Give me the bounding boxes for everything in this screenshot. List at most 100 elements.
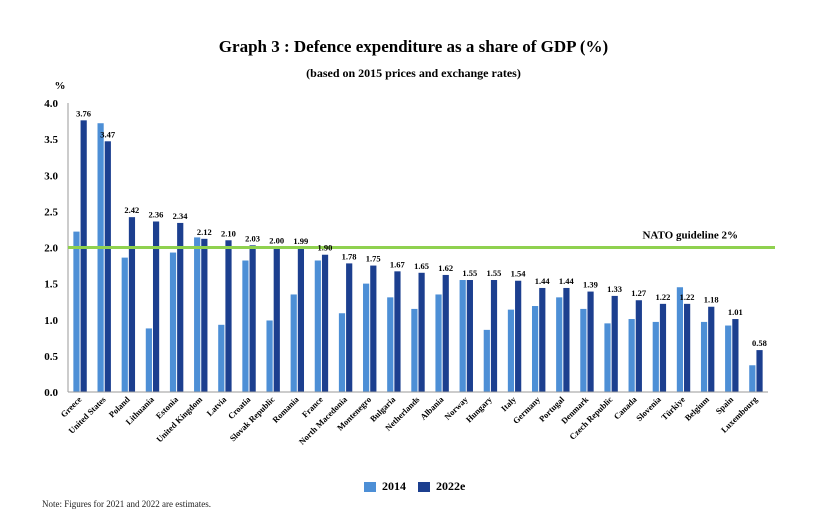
bar-2014 xyxy=(483,329,490,392)
data-label: 2.42 xyxy=(124,205,139,215)
footnote: Note: Figures for 2021 and 2022 are esti… xyxy=(42,499,211,509)
data-label: 1.78 xyxy=(342,251,357,261)
x-tick-label: Hungary xyxy=(464,394,495,425)
y-tick-label: 2.5 xyxy=(44,206,58,218)
data-label: 1.44 xyxy=(559,276,575,286)
bar-2022e xyxy=(80,120,87,392)
bar-2014 xyxy=(628,319,635,392)
bar-2022e xyxy=(490,280,498,392)
bar-2022e xyxy=(684,303,691,392)
bar-2022e xyxy=(732,319,739,392)
bar-2022e xyxy=(611,295,618,392)
bar-2014 xyxy=(145,328,152,392)
bar-2014 xyxy=(700,321,708,392)
y-tick-label: 0.0 xyxy=(44,387,58,399)
data-label: 2.12 xyxy=(197,227,212,237)
bar-2014 xyxy=(338,313,346,392)
x-tick-label: Czech Republic xyxy=(567,394,614,441)
data-label: 1.33 xyxy=(607,284,622,294)
bar-2014 xyxy=(531,306,539,392)
bar-2014 xyxy=(314,260,321,392)
bar-2022e xyxy=(659,303,667,392)
bar-2014 xyxy=(387,297,394,392)
bar-2022e xyxy=(635,300,642,392)
data-label: 1.18 xyxy=(704,295,719,305)
bar-2022e xyxy=(563,287,570,392)
bar-2014 xyxy=(459,280,466,392)
data-label: 1.39 xyxy=(583,280,598,290)
bar-2014 xyxy=(411,308,418,392)
bar-2014 xyxy=(242,260,249,392)
y-tick-label: 1.5 xyxy=(44,279,58,291)
bar-2022e xyxy=(177,222,184,392)
bar-2014 xyxy=(169,252,177,392)
y-tick-label: 0.5 xyxy=(44,351,58,363)
y-tick-label: 1.0 xyxy=(44,315,58,327)
bar-2014 xyxy=(121,257,128,392)
bar-2022e xyxy=(418,272,425,392)
y-axis-label: % xyxy=(55,80,66,92)
data-label: 1.55 xyxy=(486,268,501,278)
data-label: 1.67 xyxy=(390,259,406,269)
bar-2014 xyxy=(97,123,104,392)
data-label: 1.65 xyxy=(414,261,429,271)
bar-2022e xyxy=(394,271,401,392)
legend-label-2022e: 2022e xyxy=(436,479,466,493)
y-tick-label: 2.0 xyxy=(44,243,58,255)
x-tick-label: Slovenia xyxy=(634,394,663,423)
bar-2022e xyxy=(249,245,256,392)
legend-item-2014: 2014 xyxy=(364,479,406,494)
bar-2022e xyxy=(539,287,546,392)
bar-2022e xyxy=(515,280,522,392)
y-tick-label: 3.0 xyxy=(44,170,58,182)
x-tick-label: Spain xyxy=(713,394,735,416)
y-tick-label: 3.5 xyxy=(44,134,58,146)
data-label: 1.54 xyxy=(511,269,527,279)
x-tick-label: Türkiye xyxy=(659,394,687,422)
x-tick-label: Belgium xyxy=(683,394,711,422)
bar-2014 xyxy=(556,297,563,392)
bar-2014 xyxy=(435,294,442,392)
bar-2022e xyxy=(225,240,232,392)
data-label: 0.58 xyxy=(752,338,767,348)
bar-2014 xyxy=(73,231,80,392)
data-label: 2.34 xyxy=(173,211,189,221)
data-label: 1.27 xyxy=(631,288,647,298)
bar-2022e xyxy=(152,221,160,392)
bar-2022e xyxy=(321,254,329,392)
bar-2022e xyxy=(128,217,136,392)
bar-2022e xyxy=(273,247,280,392)
bar-2014 xyxy=(676,287,684,392)
data-label: 2.00 xyxy=(269,236,284,246)
data-label: 3.76 xyxy=(76,108,91,118)
data-label: 1.01 xyxy=(728,307,743,317)
bar-2022e xyxy=(104,141,111,392)
x-tick-label: Italy xyxy=(499,394,519,414)
legend-label-2014: 2014 xyxy=(382,479,406,493)
bar-2014 xyxy=(507,309,515,392)
bar-2022e xyxy=(587,291,594,392)
bar-2022e xyxy=(346,263,353,392)
bar-2022e xyxy=(466,280,473,392)
bar-2014 xyxy=(604,323,611,392)
x-tick-label: Germany xyxy=(511,394,543,426)
data-label: 1.75 xyxy=(366,254,381,264)
bar-2014 xyxy=(194,237,201,392)
bar-2022e xyxy=(756,350,763,392)
bar-2022e xyxy=(442,274,449,392)
data-label: 3.47 xyxy=(100,129,116,139)
bar-2022e xyxy=(297,248,305,392)
bar-2022e xyxy=(201,238,208,392)
bar-2022e xyxy=(370,265,377,392)
nato-guideline-label: NATO guideline 2% xyxy=(642,230,738,242)
bar-2014 xyxy=(725,325,732,392)
data-label: 2.36 xyxy=(149,209,164,219)
bar-2014 xyxy=(266,320,273,392)
data-label: 1.44 xyxy=(535,276,551,286)
bar-2022e xyxy=(708,306,715,392)
bar-2014 xyxy=(652,321,659,392)
bar-2014 xyxy=(290,294,297,392)
legend-swatch-2022e xyxy=(418,481,430,492)
bar-2014 xyxy=(363,283,370,392)
